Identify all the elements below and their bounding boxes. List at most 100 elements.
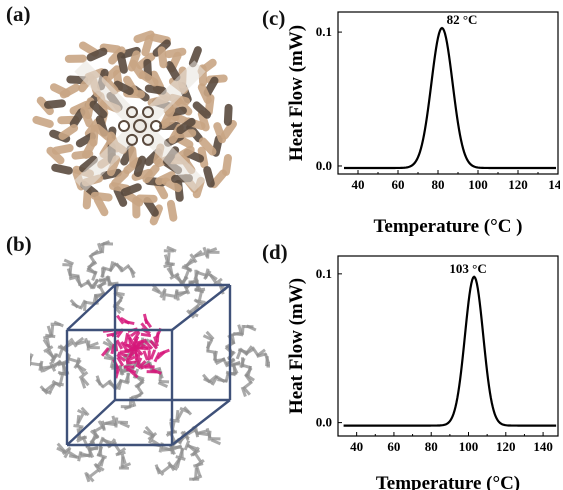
lattice-helix xyxy=(189,253,198,264)
lattice-helix xyxy=(263,353,270,364)
lattice-helix xyxy=(43,345,54,353)
dsc-curve xyxy=(343,275,557,427)
peak-annotation: 103 °C xyxy=(449,261,486,276)
lattice-helix xyxy=(136,378,145,389)
protein-cage-ribbon-image xyxy=(32,30,237,226)
highlight-helix xyxy=(119,349,130,354)
lattice-helix xyxy=(192,249,203,259)
lattice-helix xyxy=(80,453,91,458)
lattice-helix xyxy=(212,352,218,363)
lattice-helix xyxy=(147,433,156,444)
lattice-helix xyxy=(95,291,106,299)
helix xyxy=(64,54,87,63)
lattice-helix xyxy=(202,334,214,342)
lattice-helix xyxy=(52,359,62,369)
helix xyxy=(198,137,217,156)
highlight-helix xyxy=(125,355,136,363)
highlight-helix xyxy=(147,350,151,361)
helix-coil xyxy=(118,120,130,132)
highlight-helix xyxy=(132,331,141,342)
helix xyxy=(80,106,94,128)
plot-frame xyxy=(337,255,559,437)
helix xyxy=(59,83,81,99)
x-tick-label-120: 120 xyxy=(508,177,528,192)
highlight-helix xyxy=(140,362,151,370)
lattice-helix xyxy=(166,245,177,253)
lattice-helix xyxy=(76,435,87,443)
lattice-helix xyxy=(175,455,186,461)
helix xyxy=(133,155,147,177)
lattice-helix xyxy=(237,324,244,335)
y-axis-title: Heat Flow (mW) xyxy=(286,25,307,161)
lattice-helix xyxy=(89,468,100,478)
lattice-helix xyxy=(158,380,170,384)
lattice-helix xyxy=(205,330,215,341)
lattice-helix xyxy=(101,380,111,389)
lattice-helix xyxy=(214,357,226,366)
lattice-helix xyxy=(204,268,210,279)
helix xyxy=(113,80,134,96)
y-axis-title: Heat Flow (mW) xyxy=(286,278,307,414)
lattice-helix xyxy=(168,444,176,456)
lattice-helix xyxy=(117,365,125,376)
helix xyxy=(192,101,212,119)
lattice-helix xyxy=(63,448,71,459)
helix xyxy=(44,99,66,109)
y-tick-label: 0.1 xyxy=(316,24,332,39)
x-tick-label-120: 120 xyxy=(496,439,516,454)
lattice-helix xyxy=(84,337,91,349)
highlight-helix xyxy=(128,347,135,358)
helix-coil xyxy=(142,106,154,119)
lattice-helix xyxy=(174,275,184,285)
lattice-helix xyxy=(183,284,191,295)
highlight-helix xyxy=(149,339,158,350)
unit-cell-edge xyxy=(66,284,116,331)
x-tick-label-140: 140 xyxy=(548,177,560,192)
lattice-helix xyxy=(51,352,58,364)
highlight-helix xyxy=(116,314,125,325)
lattice-helix xyxy=(42,364,53,373)
lattice-helix xyxy=(185,428,196,437)
lattice-helix xyxy=(104,345,113,356)
highlight-helix xyxy=(144,340,154,350)
lattice-helix xyxy=(207,272,218,281)
panel-label-b: (b) xyxy=(6,232,32,256)
lattice-helix xyxy=(194,269,198,280)
lattice-helix xyxy=(191,446,200,457)
helix xyxy=(222,154,232,176)
lattice-helix xyxy=(74,336,85,346)
panel-label-a: (a) xyxy=(6,2,31,26)
helix xyxy=(197,83,212,104)
lattice-helix xyxy=(78,370,89,380)
helix xyxy=(69,100,91,115)
lattice-helix xyxy=(243,324,254,329)
lattice-helix xyxy=(30,355,33,367)
lattice-helix xyxy=(246,365,253,377)
plot-frame xyxy=(337,11,559,175)
lattice-helix xyxy=(103,356,115,361)
helix xyxy=(135,194,158,203)
lattice-helix xyxy=(183,440,191,451)
lattice-helix xyxy=(218,284,225,295)
lattice-helix xyxy=(88,341,99,348)
lattice-helix xyxy=(75,340,87,346)
helix xyxy=(144,84,167,95)
dsc-curve xyxy=(344,26,556,170)
lattice-helix xyxy=(202,246,209,258)
lattice-helix xyxy=(76,364,87,373)
helix xyxy=(166,199,178,222)
channel xyxy=(74,60,206,192)
lattice-helix xyxy=(184,258,194,268)
helix-coil xyxy=(133,119,147,133)
lattice-helix xyxy=(97,420,106,431)
lattice-helix xyxy=(97,280,107,290)
lattice-helix xyxy=(195,299,206,304)
lattice-helix xyxy=(243,380,254,389)
highlight-helix xyxy=(143,318,153,329)
lattice-helix xyxy=(45,350,56,359)
lattice-helix xyxy=(101,267,105,278)
lattice-helix xyxy=(206,341,211,352)
lattice-helix xyxy=(41,387,52,395)
lattice-helix xyxy=(237,348,249,355)
lattice-helix xyxy=(166,267,175,278)
